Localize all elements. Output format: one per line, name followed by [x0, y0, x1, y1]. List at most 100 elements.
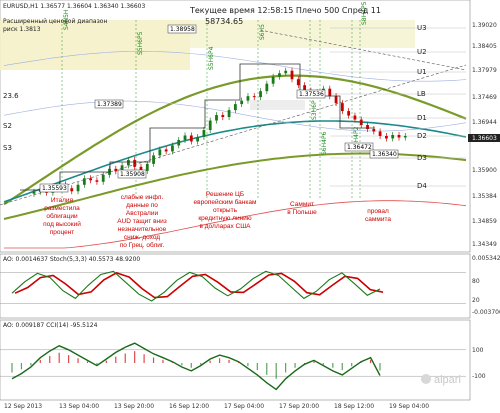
candle-body — [271, 76, 275, 84]
time-axis-tick: 12 Sep 2013 — [4, 403, 42, 410]
news-annotation-line: кредитную линию — [198, 215, 251, 222]
stoch-label: AO: 0.0014637 Stoch(5,3,3) 40.5573 48.92… — [3, 256, 140, 263]
price-axis-tick: 1.34349 — [472, 241, 497, 248]
band-line-5 — [4, 200, 467, 249]
stoch-axis-tick: 0.0053429 — [472, 255, 500, 262]
vertical-marker-label: S6H4P6 — [321, 131, 328, 155]
candle-body — [183, 135, 187, 140]
candle-body — [252, 96, 256, 98]
candle-body — [246, 96, 250, 101]
candle-body — [284, 70, 288, 74]
time-axis-tick: 19 Sep 04:00 — [389, 403, 429, 410]
band-line-3 — [3, 50, 467, 82]
current-price-box — [468, 134, 500, 142]
vertical-marker-label: S4N5H — [63, 10, 70, 30]
price-box-label: 1.36472 — [347, 144, 372, 151]
news-annotation-line: процент — [50, 229, 75, 236]
news-annotation-line: разместила — [44, 205, 80, 212]
band-line-0 — [3, 74, 467, 206]
time-axis-tick: 13 Sep 20:00 — [114, 403, 154, 410]
candle-body — [133, 159, 137, 167]
candle-body — [215, 115, 218, 121]
news-annotation-line: Австралии — [126, 210, 159, 217]
stoch-main-line — [11, 270, 381, 302]
news-annotation-line: открыть — [213, 207, 238, 214]
news-annotation-line: Саммит — [290, 201, 314, 208]
stoch-series: 0.0053429 80 20 -0.0037001 — [0, 255, 500, 316]
news-annotation-line: Италия — [51, 197, 74, 204]
price-box-label: 1.35908 — [120, 171, 145, 178]
candle-body — [378, 131, 382, 136]
news-annotation-line: в Польше — [287, 209, 317, 216]
range-shade-top — [190, 20, 415, 48]
stoch-axis-tick: -0.0037001 — [472, 309, 500, 316]
price-axis-tick: 1.37469 — [472, 94, 497, 101]
vertical-marker-label: S3H6P — [311, 100, 318, 120]
price-axis-tick: 1.35900 — [472, 167, 497, 174]
candle-body — [366, 125, 369, 130]
price-axis-tick: 1.36944 — [472, 119, 497, 126]
news-annotation: провал саммита — [365, 208, 391, 223]
candle-body — [403, 135, 407, 138]
balance: 58734.65 — [205, 17, 243, 26]
candle-body — [397, 134, 401, 138]
price-axis-tick: 1.36603 — [472, 135, 497, 142]
candle-body — [139, 166, 143, 171]
price-box — [39, 183, 69, 193]
time-axis-tick: 13 Sep 04:00 — [59, 403, 99, 410]
pivot-label-D2: D2 — [417, 132, 427, 140]
price-box — [296, 89, 326, 99]
pivot-label-U2: U2 — [417, 48, 427, 56]
risk-label: риск 1.3813 — [3, 26, 41, 33]
pivot-left-label: S3 — [3, 144, 12, 152]
candle-body — [391, 134, 395, 139]
candle-body — [89, 178, 93, 181]
candle-body — [177, 139, 181, 146]
price-box-label: 1.37389 — [97, 101, 122, 108]
vertical-marker-label: S8H4P5 — [361, 1, 368, 25]
news-annotation: Италия разместила облигации под высокий проц… — [43, 197, 81, 236]
candle-body — [347, 111, 351, 116]
price-box — [344, 142, 374, 152]
pivot-label-D3: D3 — [417, 154, 427, 162]
candle-body — [353, 115, 357, 120]
time-axis-tick: 17 Sep 20:00 — [279, 403, 319, 410]
news-annotation: слабые инфл. данные по Австралии AUD тащит … — [117, 193, 166, 249]
candle-body — [328, 88, 332, 97]
candle-body — [221, 115, 225, 118]
candle-body — [303, 85, 306, 91]
candle-body — [120, 165, 124, 172]
news-annotation-line: незначительное — [118, 226, 167, 233]
stoch-axis-tick: 80 — [472, 278, 480, 285]
candle-body — [152, 155, 155, 164]
vertical-markers: S4N5H S5H6P5 S5H6P4 S6H5 S3H6P S6H4P6 S6H4P2 S8… — [61, 1, 368, 200]
candle-body — [145, 163, 149, 171]
news-annotation-line: слабые инфл. — [121, 193, 164, 201]
price-axis-tick: 1.39020 — [472, 22, 497, 29]
news-annotation-line: по Грец. облиг. — [120, 241, 165, 249]
price-axis-tick: 1.34859 — [472, 218, 497, 225]
time-axis-tick: 18 Sep 12:00 — [334, 403, 374, 410]
pivot-label-U1: U1 — [417, 68, 427, 76]
news-annotation-line: под высокий — [43, 220, 81, 228]
candle-body — [290, 70, 294, 80]
news-annotation-line: облигации — [46, 212, 78, 220]
vertical-marker-label: S5H6P4 — [208, 46, 215, 70]
stoch-axis-tick: 20 — [472, 297, 480, 304]
annotations: Италия разместила облигации под высокий проц… — [43, 191, 391, 249]
band-line-4 — [3, 100, 467, 132]
candle-body — [76, 184, 80, 192]
price-box — [167, 24, 197, 34]
price-box — [94, 99, 124, 109]
range-label: Расширенный ценовой диапазон — [3, 18, 107, 25]
candle-body — [32, 191, 36, 194]
news-annotation: Решение ЦБ европейским банкам открыть креди… — [194, 191, 257, 230]
news-annotation-line: саммита — [365, 216, 391, 223]
candle-body — [171, 145, 174, 152]
price-boxes: 1.37389 1.38958 1.35908 1.35593 1.37536 1.364… — [39, 24, 399, 193]
candle-body — [70, 188, 74, 192]
news-annotation-line: Решение ЦБ — [206, 191, 244, 198]
price-box-label: 1.37536 — [299, 91, 324, 98]
